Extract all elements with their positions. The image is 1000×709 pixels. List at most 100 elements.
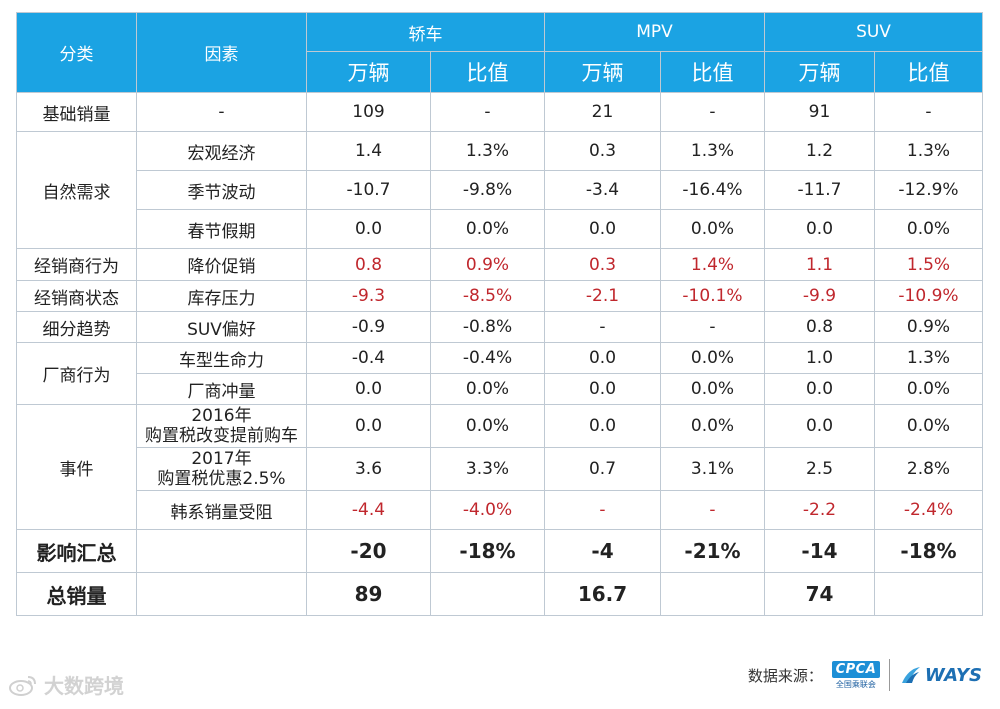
cell: -21%	[660, 529, 765, 573]
row-factor: 降价促销	[136, 248, 307, 281]
cell: 0.7	[544, 447, 661, 491]
cell: -2.4%	[874, 490, 983, 530]
cell: 0.0%	[874, 404, 983, 448]
table-row: 细分趋势 SUV偏好 -0.9 -0.8% - - 0.8 0.9%	[16, 311, 983, 343]
row-category: 厂商行为	[16, 342, 137, 405]
row-category: 事件	[16, 404, 137, 530]
cell: 1.2	[764, 131, 875, 171]
row-factor: 车型生命力	[136, 342, 307, 374]
header-sub: 比值	[430, 51, 545, 93]
table-row: 厂商冲量 0.0 0.0% 0.0 0.0% 0.0 0.0%	[17, 373, 983, 405]
table-row: 事件 2016年 购置税改变提前购车 0.0 0.0% 0.0 0.0% 0.0…	[16, 404, 983, 530]
watermark: 大数跨境	[8, 670, 124, 699]
source-label: 数据来源：	[747, 666, 823, 685]
cell: -4.4	[306, 490, 431, 530]
cell: -	[660, 311, 765, 343]
header-category: 分类	[16, 12, 137, 93]
cell: 0.0%	[874, 209, 983, 249]
row-factor-line: 购置税改变提前购车	[145, 426, 298, 446]
cell: 0.0	[764, 209, 875, 249]
row-category: 基础销量	[16, 92, 137, 132]
cell: 1.3%	[430, 131, 545, 171]
cell: 0.3	[544, 248, 661, 281]
cell: 0.0	[306, 404, 431, 448]
cell: 1.3%	[660, 131, 765, 171]
header-factor: 因素	[136, 12, 307, 93]
cell: 0.0%	[874, 373, 983, 405]
cell: 2.8%	[874, 447, 983, 491]
table-row: 季节波动 -10.7 -9.8% -3.4 -16.4% -11.7 -12.9…	[17, 170, 983, 210]
cell: 0.0%	[430, 209, 545, 249]
cell: -	[544, 490, 661, 530]
cell: -18%	[874, 529, 983, 573]
table-row-total: 总销量 89 16.7 74	[16, 572, 983, 616]
cell: -9.9	[764, 280, 875, 312]
cell: -3.4	[544, 170, 661, 210]
cell: 74	[764, 572, 875, 616]
row-factor	[136, 572, 307, 616]
row-factor: SUV偏好	[136, 311, 307, 343]
cell: -	[660, 92, 765, 132]
cpca-logo-text: CPCA	[831, 660, 881, 678]
cell: -0.4	[306, 342, 431, 374]
cell: 0.0%	[430, 404, 545, 448]
cell: 1.0	[764, 342, 875, 374]
row-factor-line: 购置税优惠2.5%	[157, 469, 286, 489]
cell: -4	[544, 529, 661, 573]
cell: 0.0	[544, 342, 661, 374]
row-factor: 库存压力	[136, 280, 307, 312]
cpca-logo: CPCA 全国乘联会	[831, 660, 881, 690]
row-factor: 厂商冲量	[136, 373, 307, 405]
cell: 109	[306, 92, 431, 132]
watermark-text: 大数跨境	[44, 674, 124, 698]
header-sub: 万辆	[306, 51, 431, 93]
row-factor: 2017年 购置税优惠2.5%	[136, 447, 307, 491]
cell	[874, 572, 983, 616]
row-factor: 季节波动	[136, 170, 307, 210]
cell: -8.5%	[430, 280, 545, 312]
source-footer: 数据来源： CPCA 全国乘联会 WAYS	[748, 655, 982, 695]
row-factor-line: 2017年	[191, 449, 252, 469]
cell: 0.0	[544, 209, 661, 249]
cell: 3.3%	[430, 447, 545, 491]
table-row: 春节假期 0.0 0.0% 0.0 0.0% 0.0 0.0%	[17, 209, 983, 249]
header-sub: 比值	[874, 51, 983, 93]
cell: -0.4%	[430, 342, 545, 374]
cell: 0.0%	[660, 209, 765, 249]
row-category: 经销商状态	[16, 280, 137, 312]
cell: 3.6	[306, 447, 431, 491]
cell: 0.0	[544, 373, 661, 405]
cell: -10.1%	[660, 280, 765, 312]
row-factor: 春节假期	[136, 209, 307, 249]
header-group-suv: SUV	[764, 12, 983, 52]
cell: 91	[764, 92, 875, 132]
table-row: 2017年 购置税优惠2.5% 3.6 3.3% 0.7 3.1% 2.5 2.…	[17, 447, 983, 491]
cell: 1.4%	[660, 248, 765, 281]
cell: 0.0%	[660, 373, 765, 405]
row-category: 细分趋势	[16, 311, 137, 343]
row-factor-line: 2016年	[191, 406, 252, 426]
cell: 0.8	[306, 248, 431, 281]
cell: -	[874, 92, 983, 132]
cell: 21	[544, 92, 661, 132]
cpca-logo-subtext: 全国乘联会	[835, 679, 876, 689]
cell: 1.1	[764, 248, 875, 281]
cell: 3.1%	[660, 447, 765, 491]
ways-logo-text: WAYS	[924, 664, 982, 686]
cell: -4.0%	[430, 490, 545, 530]
header-group-sedan: 轿车	[306, 12, 545, 52]
cell: -0.8%	[430, 311, 545, 343]
cell: 0.0%	[660, 404, 765, 448]
header-sub: 万辆	[764, 51, 875, 93]
table-row: 经销商状态 库存压力 -9.3 -8.5% -2.1 -10.1% -9.9 -…	[16, 280, 983, 312]
cell: -	[430, 92, 545, 132]
cell: 0.0	[544, 404, 661, 448]
cell: 2.5	[764, 447, 875, 491]
cell: -11.7	[764, 170, 875, 210]
row-category: 影响汇总	[16, 529, 137, 573]
cell: 1.3%	[874, 342, 983, 374]
divider	[888, 659, 890, 691]
cell: 0.0	[306, 209, 431, 249]
cell: 0.0%	[660, 342, 765, 374]
header-sub: 万辆	[544, 51, 661, 93]
